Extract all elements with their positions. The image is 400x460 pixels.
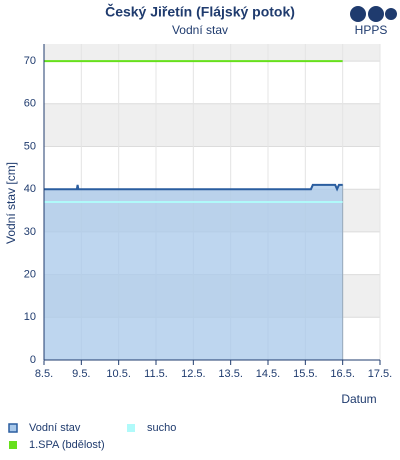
y-tick-label: 0 [30,354,36,366]
x-tick-label: 10.5. [106,368,130,380]
y-tick-label: 40 [24,183,36,195]
legend-swatch [9,441,17,449]
chart-subtitle: Vodní stav [172,23,228,37]
x-tick-label: 8.5. [35,368,53,380]
y-tick-label: 60 [24,98,36,110]
legend-label: 1.SPA (bdělost) [29,439,105,451]
x-tick-label: 16.5. [330,368,354,380]
x-tick-label: 13.5. [218,368,242,380]
logo: HPPS [350,6,397,37]
y-tick-label: 10 [24,311,36,323]
x-tick-label: 12.5. [181,368,205,380]
chart-title: Český Jiřetín (Flájský potok) [105,3,295,20]
x-tick-label: 15.5. [293,368,317,380]
legend-swatch [127,424,135,432]
y-tick-label: 20 [24,269,36,281]
legend-label: sucho [147,422,176,434]
line [44,183,343,192]
y-tick-label: 50 [24,140,36,152]
x-tick-label: 14.5. [256,368,280,380]
area [43,184,344,361]
y-tick-label: 30 [24,226,36,238]
y-axis-label: Vodní stav [cm] [4,162,18,244]
x-axis-label: Datum [341,392,376,406]
grid-band [44,103,380,147]
y-tick-label: 70 [24,55,36,67]
x-tick-label: 11.5. [144,368,168,380]
legend-label: Vodní stav [29,422,81,434]
logo-text: HPPS [355,23,388,37]
x-tick-label: 17.5. [368,368,392,380]
grid-band [44,44,380,62]
legend-swatch [8,423,18,433]
x-tick-label: 9.5. [72,368,90,380]
